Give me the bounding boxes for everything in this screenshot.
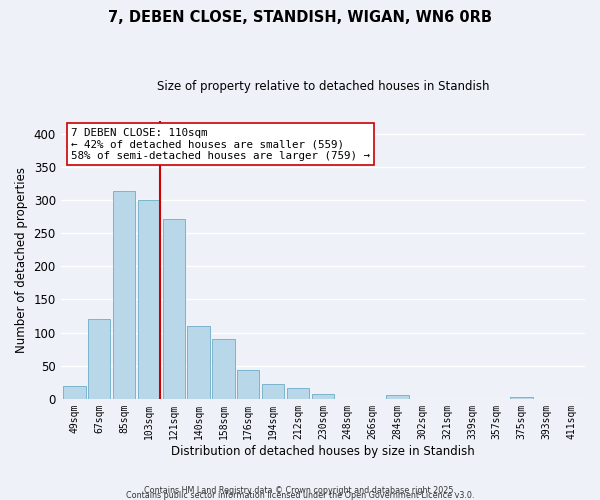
Bar xyxy=(311,394,334,399)
Bar xyxy=(237,370,259,399)
Bar xyxy=(212,338,235,399)
Bar xyxy=(138,200,160,399)
Bar xyxy=(187,326,210,399)
Text: 7, DEBEN CLOSE, STANDISH, WIGAN, WN6 0RB: 7, DEBEN CLOSE, STANDISH, WIGAN, WN6 0RB xyxy=(108,10,492,25)
Title: Size of property relative to detached houses in Standish: Size of property relative to detached ho… xyxy=(157,80,489,93)
Bar xyxy=(113,191,135,399)
Bar xyxy=(88,320,110,399)
Bar xyxy=(63,386,86,399)
Text: Contains public sector information licensed under the Open Government Licence v3: Contains public sector information licen… xyxy=(126,490,474,500)
Bar xyxy=(163,218,185,399)
Bar xyxy=(262,384,284,399)
Bar xyxy=(511,397,533,399)
Y-axis label: Number of detached properties: Number of detached properties xyxy=(15,166,28,352)
Text: Contains HM Land Registry data © Crown copyright and database right 2025.: Contains HM Land Registry data © Crown c… xyxy=(144,486,456,495)
Bar xyxy=(287,388,309,399)
X-axis label: Distribution of detached houses by size in Standish: Distribution of detached houses by size … xyxy=(171,444,475,458)
Text: 7 DEBEN CLOSE: 110sqm
← 42% of detached houses are smaller (559)
58% of semi-det: 7 DEBEN CLOSE: 110sqm ← 42% of detached … xyxy=(71,128,370,160)
Bar xyxy=(386,395,409,399)
